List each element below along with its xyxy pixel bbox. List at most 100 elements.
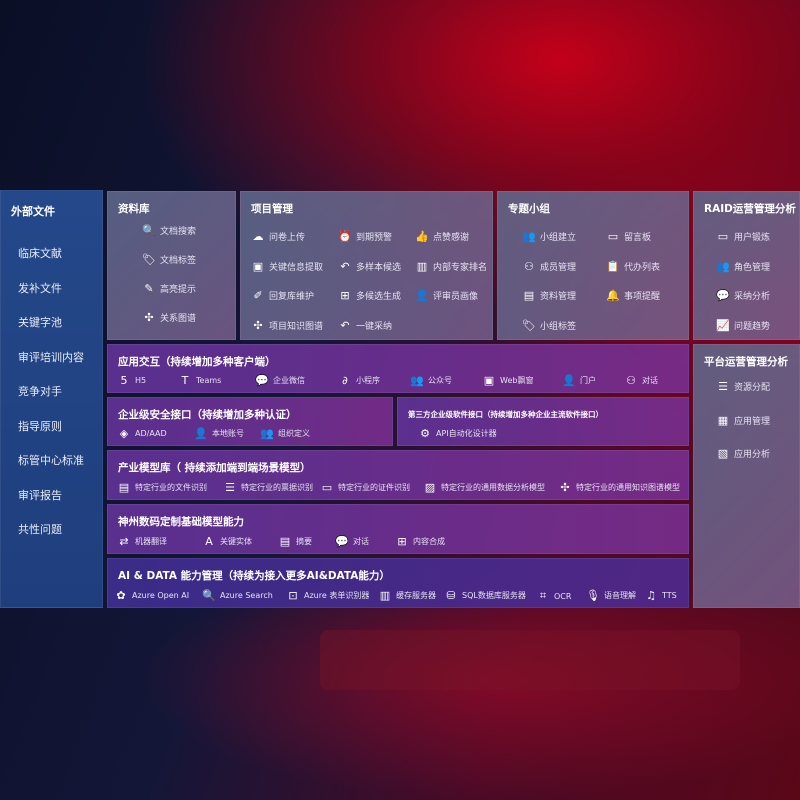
feature-item[interactable]: T Teams xyxy=(178,374,222,387)
feature-item[interactable]: ▤ 特定行业的文件识别 xyxy=(117,481,207,494)
feature-item[interactable]: ▭ 用户锻炼 xyxy=(716,230,770,243)
feature-item[interactable]: ▥ 缓存服务器 xyxy=(378,589,436,602)
clipboard-icon: 📋 xyxy=(606,259,620,273)
feature-label: API自动化设计器 xyxy=(436,429,497,438)
panel-title: 神州数码定制基础模型能力 xyxy=(118,516,244,528)
feature-label: 公众号 xyxy=(428,376,452,385)
users-icon: 👥 xyxy=(410,374,424,387)
feature-item[interactable]: ▤ 资料管理 xyxy=(522,289,576,302)
feature-item[interactable]: 📋 代办列表 xyxy=(606,260,660,273)
feature-item[interactable]: ✣ 关系图谱 xyxy=(142,311,196,324)
feature-label: Azure 表单识别器 xyxy=(304,591,370,600)
feature-item[interactable]: ✣ 项目知识图谱 xyxy=(251,319,323,332)
feature-item[interactable]: 💬 企业微信 xyxy=(255,374,305,387)
feature-label: 关系图谱 xyxy=(160,314,197,324)
openai-icon: ✿ xyxy=(116,589,126,602)
feature-item[interactable]: 📈 问题趋势 xyxy=(716,319,770,332)
feature-item[interactable]: ✐ 回复库维护 xyxy=(251,289,314,302)
feature-item[interactable]: ☁ 问卷上传 xyxy=(251,230,306,243)
feature-item[interactable]: 👤 门户 xyxy=(562,374,596,387)
feature-label: 问题趋势 xyxy=(734,321,771,332)
feature-item[interactable]: 👥 小组建立 xyxy=(522,230,576,243)
sidebar-item[interactable]: 竞争对手 xyxy=(18,385,62,398)
feature-item[interactable]: ⇄ 机器翻译 xyxy=(117,535,167,548)
feature-item[interactable]: ⚇ 成员管理 xyxy=(522,260,576,273)
feature-item[interactable]: ⛁ SQL数据库服务器 xyxy=(444,589,525,602)
sidebar-item[interactable]: 发补文件 xyxy=(18,281,62,295)
feature-item[interactable]: ⌗ OCR xyxy=(536,589,572,603)
chat-icon: 💬 xyxy=(335,535,349,548)
sidebar-item[interactable]: 关键字池 xyxy=(18,316,62,329)
background-decoration xyxy=(320,630,740,690)
sidebar-item[interactable]: 指导原则 xyxy=(18,419,62,433)
feature-item[interactable]: ⊞ 内容合成 xyxy=(395,535,445,548)
feature-item[interactable]: 💬 采纳分析 xyxy=(716,289,770,302)
feature-item[interactable]: ▭ 留言板 xyxy=(606,230,651,243)
feature-item[interactable]: ↶ 一键采纳 xyxy=(338,319,392,332)
feature-item[interactable]: 🏷 小组标签 xyxy=(522,319,576,332)
feature-item[interactable]: 👥 公众号 xyxy=(410,374,452,387)
panel-title: 资料库 xyxy=(118,203,150,215)
puzzle-icon: ⊞ xyxy=(340,289,350,302)
feature-item[interactable]: ☰ 资源分配 xyxy=(716,380,770,393)
feature-item[interactable]: 💬 对话 xyxy=(335,535,369,548)
feature-item[interactable]: ▦ 应用管理 xyxy=(716,414,770,427)
feature-item[interactable]: ⚙ API自动化设计器 xyxy=(418,427,497,440)
feature-item[interactable]: ✎ 高亮提示 xyxy=(142,282,196,295)
feature-item[interactable]: 👥 角色管理 xyxy=(716,260,770,273)
feature-item[interactable]: ∂ 小程序 xyxy=(338,374,380,387)
panel-title: RAID运营管理分析 xyxy=(704,203,796,215)
feature-item[interactable]: ✣ 特定行业的通用知识图谱模型 xyxy=(558,481,680,494)
panel-topic-group: 专题小组 👥 小组建立 ▭ 留言板 ⚇ 成员管理 📋 代办列表 ▤ 资料管理 🔔 事项提醒 🏷 小组标签 xyxy=(497,191,689,340)
feature-item[interactable]: A 关键实体 xyxy=(202,535,252,548)
feature-item[interactable]: ◈ AD/AAD xyxy=(117,427,167,440)
feature-item[interactable]: 🔍 文档搜索 xyxy=(142,224,196,237)
feature-item[interactable]: ▧ 应用分析 xyxy=(716,447,770,460)
graph-icon: ✣ xyxy=(560,481,570,494)
edit-icon: ✐ xyxy=(253,289,263,302)
feature-item[interactable]: ▥ 内部专家排名 xyxy=(415,260,487,273)
feature-item[interactable]: ☰ 特定行业的票据识别 xyxy=(223,481,313,494)
feature-item[interactable]: ↶ 多样本候选 xyxy=(338,260,401,273)
feature-item[interactable]: 5 H5 xyxy=(117,374,147,387)
sidebar-item[interactable]: 共性问题 xyxy=(18,523,62,536)
feature-item[interactable]: 👤 评审员画像 xyxy=(415,289,478,302)
feature-item[interactable]: 👤 本地账号 xyxy=(194,427,244,440)
feature-item[interactable]: ▣ 关键信息提取 xyxy=(251,260,323,273)
wechat-icon: 💬 xyxy=(255,374,269,387)
feature-label: 评审员画像 xyxy=(433,292,479,302)
feature-item[interactable]: ⊡ Azure 表单识别器 xyxy=(286,589,369,602)
feature-item[interactable]: ▣ Web飘窗 xyxy=(482,374,534,387)
feature-item[interactable]: ▭ 特定行业的证件识别 xyxy=(320,481,410,494)
feature-label: 高亮提示 xyxy=(160,285,197,295)
receipt-icon: ☰ xyxy=(225,481,235,494)
feature-item[interactable]: ▤ 摘要 xyxy=(278,535,312,548)
feature-item[interactable]: ✿ Azure Open AI xyxy=(114,589,189,602)
feature-item[interactable]: 👥 组织定义 xyxy=(260,427,310,440)
feature-item[interactable]: 👍 点赞感谢 xyxy=(415,230,469,243)
feature-item[interactable]: 🔔 事项提醒 xyxy=(606,289,660,302)
sidebar-item[interactable]: 临床文献 xyxy=(18,247,62,260)
feature-label: 机器翻译 xyxy=(135,537,167,546)
sidebar-item[interactable]: 审评培训内容 xyxy=(18,350,84,364)
feature-item[interactable]: ♫ TTS xyxy=(644,589,677,602)
feature-item[interactable]: 🔍 Azure Search xyxy=(202,589,273,602)
panel-title: 产业模型库（ 持续添加端到端场景模型） xyxy=(118,462,311,474)
id-card-icon: ▭ xyxy=(321,481,333,494)
feature-item[interactable]: 🏷 文档标签 xyxy=(142,253,196,266)
feature-item[interactable]: ⏰ 到期预警 xyxy=(338,230,392,243)
panel-foundation-models: 神州数码定制基础模型能力 ⇄ 机器翻译 A 关键实体 ▤ 摘要 💬 对话 ⊞ 内容合成 xyxy=(107,504,689,554)
bell-icon: 🔔 xyxy=(606,289,620,302)
feature-label: 小组标签 xyxy=(540,321,577,332)
panel-title: 项目管理 xyxy=(251,203,293,215)
feature-item[interactable]: 🎙 语音理解 xyxy=(586,589,636,602)
sidebar-item[interactable]: 标管中心标准 xyxy=(18,454,84,467)
feature-item[interactable]: ⊞ 多候选生成 xyxy=(338,289,401,302)
sidebar-item[interactable]: 审评报告 xyxy=(18,488,62,502)
feature-label: 到期预警 xyxy=(356,233,393,243)
trend-icon: 📈 xyxy=(716,318,730,332)
feature-label: 留言板 xyxy=(624,233,652,243)
panel-app-interaction: 应用交互（持续增加多种客户端） 5 H5 T Teams 💬 企业微信 ∂ 小程序 👥 公众号 ▣ We… xyxy=(107,344,689,393)
feature-item[interactable]: ▨ 特定行业的通用数据分析模型 xyxy=(423,481,545,494)
feature-item[interactable]: ⚇ 对话 xyxy=(624,374,658,387)
